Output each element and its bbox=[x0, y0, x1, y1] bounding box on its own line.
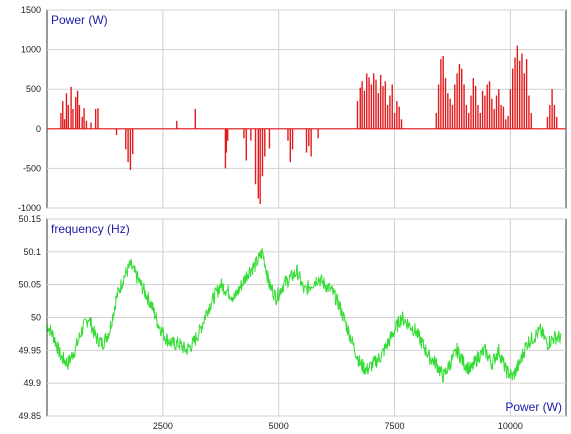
power-y-tick-label: 500 bbox=[26, 84, 41, 94]
power-panel: 1500 1000 500 0 -500 -1000 Power (W) bbox=[18, 5, 567, 213]
frequency-y-tick-label: 50.1 bbox=[23, 247, 41, 257]
frequency-y-tick-label: 50.15 bbox=[18, 214, 41, 224]
frequency-series bbox=[46, 248, 562, 383]
frequency-y-tick-labels: 50.15 50.1 50.05 50 49.95 49.9 49.85 bbox=[18, 214, 41, 421]
frequency-line bbox=[46, 248, 562, 383]
x-tick-labels: 2500 5000 7500 10000 bbox=[153, 421, 523, 431]
frequency-gridlines bbox=[47, 218, 566, 417]
x-axis-label: Power (W) bbox=[505, 400, 562, 414]
x-tick-label: 5000 bbox=[269, 421, 289, 431]
x-tick-label: 10000 bbox=[498, 421, 523, 431]
frequency-y-tick-label: 50.05 bbox=[18, 280, 41, 290]
power-y-tick-label: -1000 bbox=[18, 203, 41, 213]
x-tick-label: 2500 bbox=[153, 421, 173, 431]
frequency-y-tick-label: 49.95 bbox=[18, 345, 41, 355]
frequency-axis-label: frequency (Hz) bbox=[51, 222, 130, 236]
power-plot-area bbox=[46, 9, 567, 209]
power-y-tick-label: 1500 bbox=[21, 5, 41, 15]
frequency-y-tick-label: 50 bbox=[31, 313, 41, 323]
x-tick-label: 7500 bbox=[385, 421, 405, 431]
power-axis-label: Power (W) bbox=[51, 13, 108, 27]
power-y-tick-label: 1000 bbox=[21, 45, 41, 55]
frequency-panel: 50.15 50.1 50.05 50 49.95 49.9 49.85 2500 5000 7… bbox=[18, 214, 567, 431]
power-y-tick-labels: 1500 1000 500 0 -500 -1000 bbox=[18, 5, 41, 213]
frequency-y-tick-label: 49.85 bbox=[18, 411, 41, 421]
power-bars bbox=[47, 45, 566, 205]
power-y-tick-label: -500 bbox=[23, 163, 41, 173]
frequency-y-tick-label: 49.9 bbox=[23, 378, 41, 388]
power-y-tick-label: 0 bbox=[36, 124, 41, 134]
